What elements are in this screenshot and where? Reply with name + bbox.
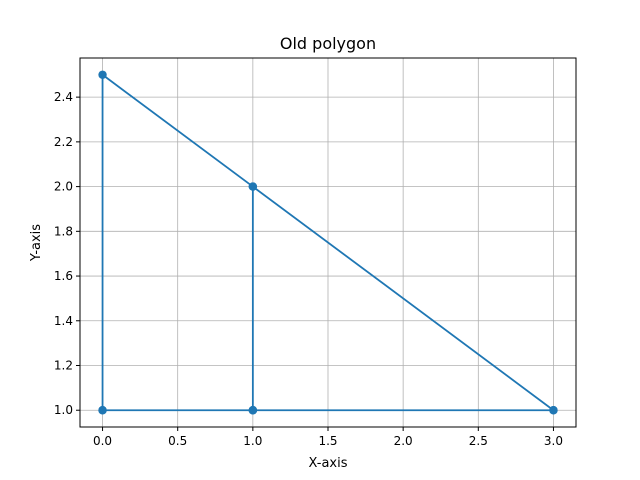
x-tick-label: 0.5 bbox=[168, 434, 187, 448]
series-line bbox=[101, 73, 555, 412]
x-tick-label: 0.0 bbox=[93, 434, 112, 448]
x-axis-label: X-axis bbox=[309, 456, 348, 471]
y-tick-label: 1.2 bbox=[54, 359, 73, 373]
data-point bbox=[549, 406, 558, 415]
y-axis-label: Y-axis bbox=[29, 224, 44, 262]
data-point bbox=[98, 70, 107, 79]
y-tick-label: 2.4 bbox=[54, 90, 73, 104]
grid bbox=[80, 58, 576, 427]
y-tick-label: 1.8 bbox=[54, 224, 73, 238]
y-tick-label: 2.2 bbox=[54, 135, 73, 149]
x-tick-label: 1.5 bbox=[318, 434, 337, 448]
y-tick-label: 1.0 bbox=[54, 403, 73, 417]
y-tick-label: 1.6 bbox=[54, 269, 73, 283]
y-tick-label: 1.4 bbox=[54, 314, 73, 328]
y-tick-label: 2.0 bbox=[54, 180, 73, 194]
data-point bbox=[248, 406, 258, 415]
chart-title: Old polygon bbox=[280, 34, 376, 53]
x-tick-label: 2.0 bbox=[394, 434, 413, 448]
x-tick-label: 2.5 bbox=[469, 434, 488, 448]
x-tick-label: 3.0 bbox=[544, 434, 563, 448]
data-point bbox=[98, 406, 107, 415]
data-series bbox=[98, 70, 558, 415]
data-point bbox=[248, 182, 258, 191]
ticks: 0.0 0.5 1.0 1.5 2.0 2.5 3.0 1.0 1.2 1.4 1.6 1.8 2.0 2… bbox=[54, 90, 563, 448]
x-tick-label: 1.0 bbox=[243, 434, 262, 448]
